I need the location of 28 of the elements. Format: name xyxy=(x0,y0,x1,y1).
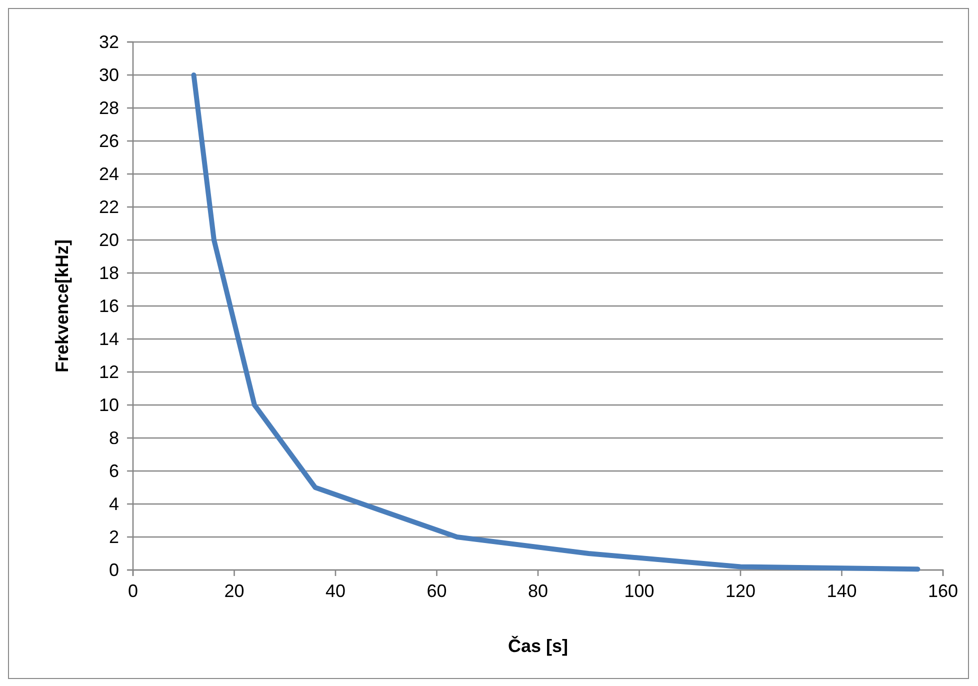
y-tick-label: 4 xyxy=(108,494,119,514)
y-tick-label: 32 xyxy=(98,32,119,52)
x-tick-label: 0 xyxy=(128,580,138,601)
x-tick-label: 40 xyxy=(325,580,346,601)
y-tick-label: 10 xyxy=(98,394,119,415)
y-tick-label: 8 xyxy=(108,428,119,448)
y-tick-label: 26 xyxy=(98,130,119,151)
x-axis-title: Čas [s] xyxy=(508,635,568,656)
x-tick-label: 60 xyxy=(426,580,447,601)
x-tick-label: 100 xyxy=(624,580,654,601)
x-tick-label: 80 xyxy=(528,580,548,601)
y-tick-label: 16 xyxy=(98,296,119,316)
y-tick-label: 0 xyxy=(108,560,119,580)
y-tick-label: 28 xyxy=(98,98,119,118)
y-tick-label: 22 xyxy=(98,196,119,217)
y-tick-label: 6 xyxy=(108,460,119,481)
y-axis-title: Frekvence[kHz] xyxy=(52,239,72,373)
x-tick-label: 120 xyxy=(725,580,756,601)
y-tick-label: 18 xyxy=(98,262,119,283)
y-tick-label: 2 xyxy=(108,526,119,547)
y-tick-label: 20 xyxy=(98,230,119,250)
y-tick-label: 12 xyxy=(98,362,119,382)
y-tick-label: 30 xyxy=(98,64,119,85)
x-tick-label: 20 xyxy=(224,580,244,601)
x-tick-label: 140 xyxy=(826,580,857,601)
x-tick-label: 160 xyxy=(928,580,958,601)
y-tick-label: 14 xyxy=(98,328,119,349)
y-tick-label: 24 xyxy=(98,164,119,184)
